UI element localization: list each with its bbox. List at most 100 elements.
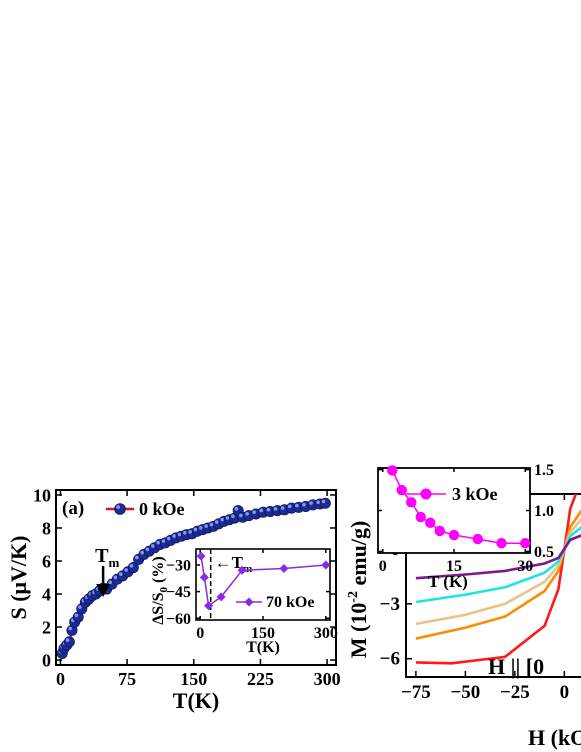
- b-inset-x-axis-label: T (K): [428, 572, 468, 591]
- data-point-highlight: [259, 508, 264, 513]
- tm-arrow-head: [96, 584, 111, 597]
- x-tick-label: 300: [314, 669, 341, 689]
- x-tick-label: 15: [446, 558, 462, 575]
- data-point-highlight: [183, 530, 187, 535]
- data-point-highlight: [140, 550, 144, 555]
- data-point-highlight: [151, 544, 155, 548]
- data-point-highlight: [167, 536, 171, 541]
- panel-b-main: −75 −50 −25 0 −6 −3 0 H || [0 H (kO M (10-2 emu/g…: [346, 493, 581, 750]
- inset-data-point: [216, 592, 226, 602]
- data-point-highlight: [177, 532, 182, 537]
- data-point-highlight: [135, 555, 139, 560]
- data-point-highlight: [273, 506, 278, 511]
- y-tick-label: −45: [166, 584, 191, 601]
- data-point-highlight: [209, 522, 214, 527]
- panel-a-inset-frame: [195, 548, 331, 621]
- y-tick-label: −30: [166, 558, 191, 575]
- b-inset-data-point: [406, 497, 417, 508]
- b-x-axis-label: H (kO: [528, 725, 581, 750]
- data-point-highlight: [215, 520, 219, 524]
- data-point: [319, 497, 331, 509]
- panel-b-inset: 0 15 300.5 1.0 1.5 T (K) 3 kOe: [377, 462, 554, 591]
- inset-tm-text: ←T: [215, 553, 244, 572]
- inset-ylabel-part: (%): [150, 556, 167, 587]
- data-point-highlight: [119, 572, 123, 576]
- data-point-highlight: [321, 499, 326, 504]
- inset-tm-sub: m: [243, 563, 252, 575]
- b-inset-data-point: [472, 533, 483, 545]
- inset-legend-label: 70 kOe: [266, 594, 314, 611]
- inset-legend-marker: [244, 597, 254, 607]
- data-point-highlight: [74, 613, 79, 618]
- data-point-highlight: [172, 534, 176, 538]
- x-tick-label: 75: [118, 669, 136, 689]
- b-inset-data-point: [396, 484, 407, 496]
- panel-b-inset-frame: [377, 467, 531, 554]
- data-point-highlight: [145, 547, 150, 552]
- data-point-highlight: [68, 626, 72, 631]
- x-tick-label: 0: [379, 558, 387, 575]
- y-tick-label: 6: [42, 551, 51, 571]
- b-inset-data-point: [425, 517, 436, 528]
- y-tick-label: 8: [42, 518, 51, 538]
- y-axis-label-part: V/K): [6, 536, 31, 582]
- b-ylabel-part: emu/g): [346, 521, 371, 591]
- data-point-highlight: [108, 580, 112, 585]
- b-inset-data-point: [448, 529, 460, 541]
- x-tick-label: 30: [517, 558, 533, 575]
- legend-marker: [114, 503, 126, 515]
- data-point-highlight: [220, 517, 224, 522]
- data-point-highlight: [280, 506, 285, 510]
- m-curves: [415, 494, 581, 665]
- y-tick-label: 4: [42, 584, 51, 604]
- m-curve: [415, 525, 581, 604]
- data-point-highlight: [193, 527, 198, 532]
- inset-data-point: [204, 601, 214, 611]
- x-tick-label: 0: [560, 682, 570, 703]
- x-tick-label: 300: [314, 625, 338, 642]
- data-point-highlight: [239, 513, 243, 518]
- x-axis-label: T(K): [173, 688, 219, 713]
- tm-sub: m: [108, 555, 119, 570]
- data-point-highlight: [245, 511, 249, 516]
- field-annotation: H || [0: [488, 654, 544, 679]
- inset-data-point: [237, 565, 247, 575]
- b-y-axis-label: M (10-2 emu/g): [346, 521, 371, 659]
- data-point-highlight: [225, 516, 230, 520]
- x-tick-label: 150: [180, 669, 207, 689]
- m-curve: [415, 534, 581, 580]
- b-inset-legend-label: 3 kOe: [452, 484, 498, 504]
- y-axis-label: S (μV/K): [6, 536, 31, 620]
- data-point-highlight: [113, 575, 118, 580]
- data-point-highlight: [302, 502, 306, 507]
- tm-text: T: [95, 545, 109, 567]
- b-inset-series-line: [391, 470, 526, 544]
- legend-marker-highlight: [116, 505, 120, 510]
- panel-label: (a): [62, 498, 84, 519]
- data-point-highlight: [129, 563, 134, 568]
- x-tick-label: 150: [251, 625, 275, 642]
- y-tick-label: 0: [42, 650, 51, 670]
- data-point-highlight: [316, 500, 320, 505]
- y-tick-label: 1.5: [534, 462, 554, 479]
- b-inset-data-point: [520, 537, 531, 549]
- inset-ylabel-sub: 0: [158, 586, 170, 592]
- y-tick-label: 10: [33, 485, 51, 505]
- y-axis-label-part: S (: [6, 594, 31, 619]
- inset-data-point: [199, 572, 209, 582]
- tm-annotation: Tm: [95, 545, 119, 570]
- data-point-highlight: [65, 638, 70, 642]
- data-point-highlight: [231, 514, 235, 519]
- y-tick-label: 0.5: [534, 544, 554, 561]
- data-point-highlight: [78, 605, 82, 609]
- b-ylabel-sup: -2: [346, 591, 361, 603]
- data-point-highlight: [161, 539, 166, 543]
- inset-data-point: [279, 564, 289, 574]
- m-curve: [415, 494, 578, 665]
- inset-tm-annotation: ←Tm: [215, 553, 253, 575]
- b-inset-data-point: [434, 525, 445, 537]
- data-point-highlight: [199, 525, 203, 530]
- b-ylabel-part: M (10: [346, 603, 371, 659]
